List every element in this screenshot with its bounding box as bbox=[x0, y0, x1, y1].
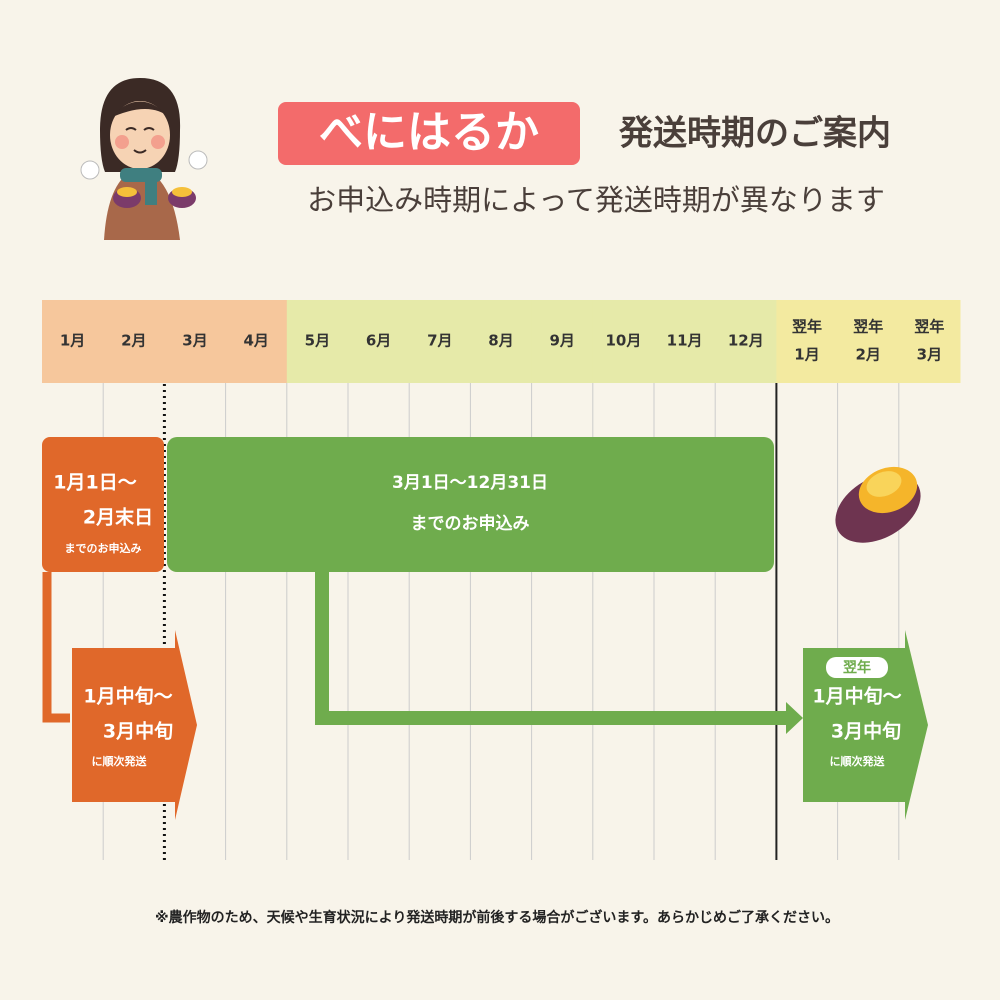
late-connector-head bbox=[786, 702, 803, 734]
late-order bbox=[167, 437, 928, 820]
month-cell bbox=[531, 300, 594, 383]
illustration-sweet-potato bbox=[835, 466, 921, 543]
month-label: 1月 bbox=[60, 332, 85, 350]
title-badge bbox=[278, 102, 580, 165]
next-year-month: 2月 bbox=[855, 346, 880, 364]
next-year-prefix: 翌年 bbox=[853, 318, 883, 336]
early-shipping-note: に順次発送 bbox=[92, 754, 148, 768]
early-note: までのお申込み bbox=[65, 541, 142, 555]
month-label: 5月 bbox=[305, 332, 330, 350]
month-label: 10月 bbox=[605, 332, 641, 350]
early-shipping-start: 1月中旬～ bbox=[83, 685, 172, 708]
illustration-woman bbox=[80, 78, 208, 240]
month-cell bbox=[348, 300, 410, 383]
late-note: までのお申込み bbox=[411, 513, 530, 534]
subtitle: お申込み時期によって発送時期が異なります bbox=[307, 183, 885, 217]
month-label: 11月 bbox=[667, 332, 703, 350]
footnote: ※農作物のため、天候や生育状況により発送時期が前後する場合がございます。あらかじ… bbox=[155, 909, 839, 926]
month-label: 2月 bbox=[121, 332, 146, 350]
month-cell bbox=[837, 300, 900, 383]
month-cell bbox=[470, 300, 533, 383]
month-cell bbox=[286, 300, 349, 383]
month-cell bbox=[898, 300, 961, 383]
late-period: 3月1日～12月31日 bbox=[392, 473, 548, 493]
month-label: 8月 bbox=[488, 332, 513, 350]
early-shipping-end: 3月中旬 bbox=[103, 720, 173, 743]
month-label: 4月 bbox=[243, 332, 268, 350]
month-cell bbox=[592, 300, 655, 383]
early-order-block bbox=[42, 437, 164, 572]
month-cell bbox=[654, 300, 716, 383]
month-cell bbox=[164, 300, 227, 383]
early-shipping-arrow bbox=[72, 630, 197, 820]
month-label: 12月 bbox=[728, 332, 764, 350]
next-year-month: 3月 bbox=[917, 346, 942, 364]
month-label: 3月 bbox=[182, 332, 207, 350]
month-cell bbox=[42, 300, 104, 383]
early-period-end: 2月末日 bbox=[83, 506, 153, 529]
title-badge-text: べにはるか bbox=[319, 107, 539, 158]
next-year-month: 1月 bbox=[794, 346, 819, 364]
late-connector bbox=[315, 572, 790, 725]
next-year-prefix: 翌年 bbox=[914, 318, 944, 336]
month-cell bbox=[103, 300, 165, 383]
month-cell bbox=[776, 300, 839, 383]
late-shipping-badge: 翌年 bbox=[843, 659, 871, 676]
title: 発送時期のご案内 bbox=[619, 114, 891, 154]
early-connector bbox=[42, 572, 70, 723]
calendar-header: 1月 2月 3月 4月 5月 6月 7月 8月 9月 10月 11月 12月 翌年 1月 翌年 2月 翌年 3月 bbox=[42, 300, 961, 383]
late-shipping-start: 1月中旬～ bbox=[812, 685, 901, 708]
late-order-block bbox=[167, 437, 774, 572]
early-period-start: 1月1日～ bbox=[53, 472, 136, 494]
next-year-prefix: 翌年 bbox=[792, 318, 822, 336]
month-label: 7月 bbox=[427, 332, 452, 350]
month-label: 6月 bbox=[366, 332, 391, 350]
late-shipping-end: 3月中旬 bbox=[831, 720, 901, 743]
month-cell bbox=[715, 300, 777, 383]
month-cell bbox=[225, 300, 288, 383]
next-year-badge bbox=[826, 657, 888, 678]
month-cell bbox=[409, 300, 471, 383]
early-order bbox=[42, 437, 197, 820]
late-shipping-note: に順次発送 bbox=[830, 754, 886, 768]
month-label: 9月 bbox=[549, 332, 574, 350]
